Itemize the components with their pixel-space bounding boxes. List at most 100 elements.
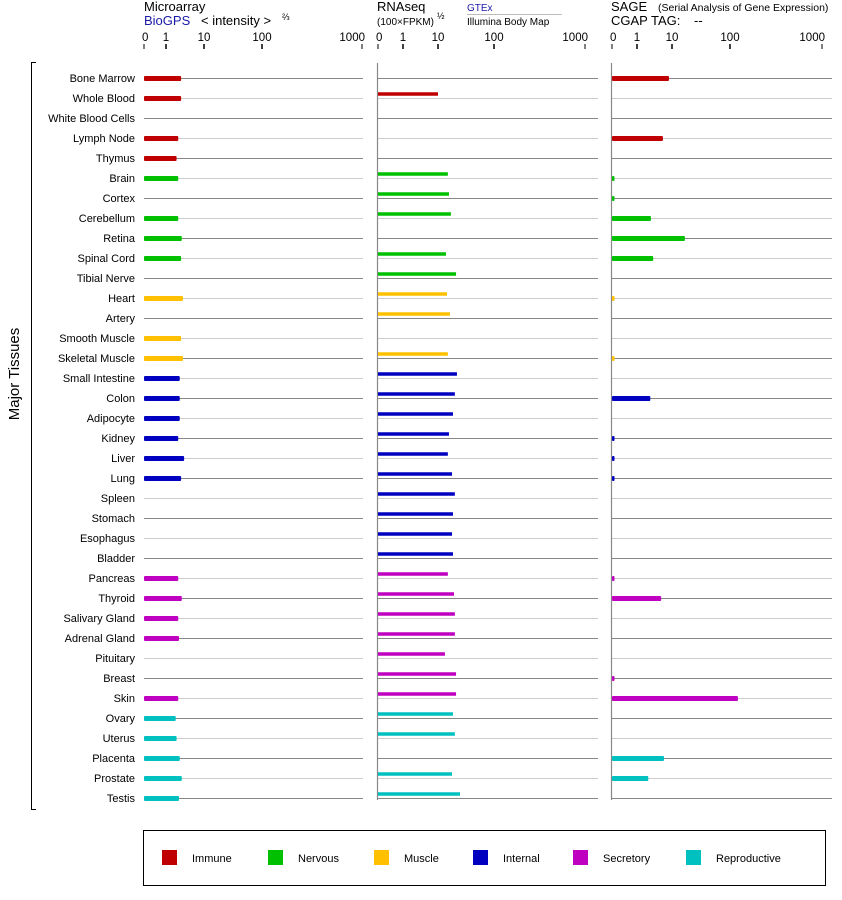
tissue-label: Smooth Muscle [59, 333, 135, 345]
tick-label: 0 [376, 32, 382, 44]
tick-label: 100 [720, 32, 739, 44]
tissue-label: Kidney [101, 433, 135, 445]
bar-sage [612, 236, 685, 241]
bar-rnaseq [378, 432, 449, 436]
bar-microarray [144, 156, 177, 161]
biogps-link[interactable]: BioGPS [144, 13, 191, 28]
bar-rnaseq [378, 172, 448, 176]
bar-rnaseq [378, 712, 453, 716]
bar-rnaseq [378, 572, 448, 576]
tissue-label: Whole Blood [73, 93, 135, 105]
tick-label: 1 [400, 32, 406, 44]
tissue-label: Placenta [92, 753, 136, 765]
bar-rnaseq [378, 412, 453, 416]
bar-microarray [144, 736, 177, 741]
bar-sage [612, 296, 615, 301]
tissue-label: Salivary Gland [63, 613, 135, 625]
bar-rnaseq [378, 272, 457, 276]
tissue-label: Colon [106, 393, 135, 405]
bar-microarray [144, 616, 179, 621]
bar-microarray [144, 396, 180, 401]
bar-microarray [144, 696, 179, 701]
bar-rnaseq [378, 552, 453, 556]
bar-microarray [144, 376, 180, 381]
bar-microarray [144, 356, 183, 361]
bar-microarray [144, 176, 179, 181]
bar-rnaseq [378, 312, 450, 316]
tissue-label: Ovary [106, 713, 136, 725]
tick-label: 1000 [799, 32, 825, 44]
tick-label: 1 [634, 32, 640, 44]
bar-microarray [144, 336, 182, 341]
legend-label: Secretory [603, 853, 651, 865]
tissue-bracket [31, 62, 36, 810]
tick-label: 10 [198, 32, 211, 44]
bar-rnaseq [378, 372, 457, 376]
bar-rnaseq [378, 592, 454, 596]
tissue-label: Esophagus [80, 533, 136, 545]
rnaseq-title: RNAseq [377, 0, 425, 14]
bar-sage [612, 776, 649, 781]
bar-microarray [144, 76, 182, 81]
tissue-label: Heart [108, 293, 135, 305]
legend-label: Internal [503, 853, 540, 865]
bar-microarray [144, 216, 179, 221]
bar-rnaseq [378, 692, 457, 696]
bar-sage [612, 436, 615, 441]
legend-swatch-immune [162, 850, 177, 865]
legend-label: Muscle [404, 853, 439, 865]
bar-microarray [144, 296, 183, 301]
tissue-label: Thyroid [98, 593, 135, 605]
tissue-label: Pancreas [89, 573, 136, 585]
tissue-label: Lymph Node [73, 133, 135, 145]
bar-microarray [144, 436, 179, 441]
sage-title: SAGE [611, 0, 647, 14]
bar-rnaseq [378, 772, 453, 776]
tick-label: 100 [484, 32, 503, 44]
bar-sage [612, 176, 615, 181]
bar-sage [612, 216, 651, 221]
tissue-label: Uterus [103, 733, 136, 745]
bar-rnaseq [378, 252, 447, 256]
rnaseq-unit-exponent: ½ [437, 11, 445, 21]
tissue-label: Lung [111, 473, 135, 485]
bar-microarray [144, 576, 179, 581]
bar-sage [612, 356, 615, 361]
legend-swatch-reproductive [686, 850, 701, 865]
tissue-label: Bone Marrow [70, 73, 135, 85]
legend-label: Immune [192, 853, 232, 865]
bar-sage [612, 596, 662, 601]
bar-microarray [144, 756, 180, 761]
bar-microarray [144, 796, 180, 801]
tissue-label: Spinal Cord [78, 253, 135, 265]
sage-subtitle: (Serial Analysis of Gene Expression) [658, 2, 828, 14]
bar-rnaseq [378, 652, 445, 656]
gtex-link[interactable]: GTEx [467, 3, 493, 14]
y-axis-label: Major Tissues [6, 328, 23, 421]
bar-microarray [144, 596, 182, 601]
microarray-title: Microarray [144, 0, 206, 14]
bar-rnaseq [378, 632, 455, 636]
tissue-label: Cortex [103, 193, 136, 205]
bar-rnaseq [378, 732, 455, 736]
bar-rnaseq [378, 492, 455, 496]
legend-swatch-secretory [573, 850, 588, 865]
cgap-tag-value: -- [694, 13, 703, 28]
bar-rnaseq [378, 672, 457, 676]
bar-rnaseq [378, 192, 449, 196]
bar-rnaseq [378, 512, 453, 516]
tissue-label: Skeletal Muscle [58, 353, 135, 365]
tissue-label: Stomach [92, 513, 135, 525]
bar-rnaseq [378, 352, 448, 356]
legend-swatch-muscle [374, 850, 389, 865]
bar-rnaseq [378, 92, 438, 96]
bar-microarray [144, 456, 185, 461]
bar-rnaseq [378, 292, 448, 296]
bar-sage [612, 696, 738, 701]
tissue-label: Liver [111, 453, 135, 465]
bar-microarray [144, 236, 182, 241]
illumina-body-map-label: Illumina Body Map [467, 17, 550, 28]
bar-sage [612, 196, 615, 201]
tissue-label: Thymus [96, 153, 136, 165]
bar-microarray [144, 416, 180, 421]
